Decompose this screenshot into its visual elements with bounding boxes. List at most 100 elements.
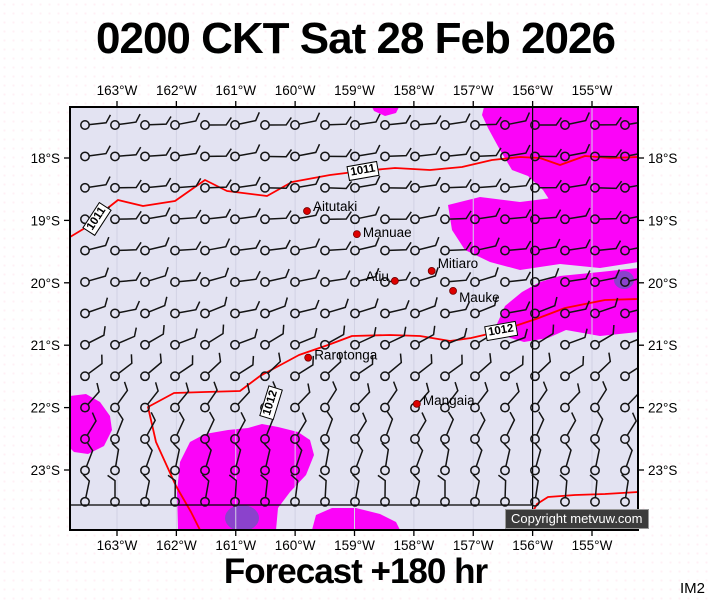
wind-barb bbox=[410, 412, 427, 444]
lat-label-right: 18°S bbox=[648, 151, 677, 166]
wind-barb bbox=[290, 112, 321, 130]
wind-barb-stem bbox=[269, 210, 292, 220]
wind-barb-stem bbox=[539, 179, 562, 189]
wind-barb-stem bbox=[89, 145, 111, 157]
lon-label-top: 160°W bbox=[275, 83, 316, 98]
wind-barb-stem bbox=[568, 300, 590, 314]
wind-barb-stem bbox=[596, 381, 608, 405]
wind-barb-stem bbox=[296, 412, 307, 436]
wind-barb bbox=[80, 442, 94, 476]
wind-barb bbox=[110, 354, 133, 382]
wind-barb-stem bbox=[388, 326, 407, 344]
lat-label-left: 23°S bbox=[31, 463, 60, 478]
wind-barb-circle bbox=[290, 434, 300, 444]
wind-barb-stem bbox=[448, 113, 471, 126]
copyright-badge: Copyright metvuw.com bbox=[505, 509, 649, 529]
wind-barb bbox=[590, 210, 622, 225]
wind-barb-circle bbox=[470, 120, 480, 130]
wind-barb-stem bbox=[389, 211, 412, 220]
wind-barb-circle bbox=[560, 465, 570, 476]
wind-barb-stem bbox=[475, 442, 483, 467]
wind-barb-circle bbox=[140, 339, 150, 350]
wind-barb-circle bbox=[140, 496, 150, 507]
wind-barb-circle bbox=[170, 308, 180, 319]
wind-barb-circle bbox=[530, 308, 540, 319]
wind-barb bbox=[470, 237, 500, 256]
wind-barb bbox=[500, 411, 516, 444]
wind-barb-circle bbox=[530, 465, 540, 476]
wind-barb-stem bbox=[176, 411, 185, 436]
wind-barb-circle bbox=[530, 371, 540, 382]
wind-barb-stem bbox=[239, 208, 261, 220]
wind-barb-stem bbox=[448, 327, 468, 344]
wind-barb-circle bbox=[470, 496, 480, 507]
lon-label-bottom: 162°W bbox=[156, 538, 197, 553]
lon-label-top: 157°W bbox=[453, 83, 494, 98]
wind-barb bbox=[590, 442, 601, 476]
wind-barb-circle bbox=[200, 339, 210, 350]
wind-barb-stem bbox=[598, 269, 621, 282]
wind-barb-stem bbox=[238, 328, 258, 345]
wind-barb-circle bbox=[560, 151, 570, 162]
wind-barb-circle bbox=[410, 151, 420, 162]
wind-barb bbox=[470, 353, 492, 382]
lon-label-top: 163°W bbox=[97, 83, 138, 98]
wind-barb bbox=[377, 474, 390, 507]
wind-barb bbox=[590, 352, 612, 382]
wind-barb bbox=[110, 442, 120, 476]
wind-barb-stem bbox=[509, 209, 532, 220]
lat-label-right: 20°S bbox=[648, 276, 677, 291]
wind-barb-circle bbox=[470, 434, 480, 444]
wind-barb-stem bbox=[559, 474, 568, 498]
wind-barb-circle bbox=[260, 214, 270, 225]
wind-barb bbox=[170, 355, 194, 382]
wind-barb-stem bbox=[537, 352, 552, 374]
wind-barb-stem bbox=[178, 301, 201, 314]
wind-barb-stem bbox=[298, 269, 321, 282]
wind-barb-stem bbox=[508, 144, 531, 157]
wind-barb-circle bbox=[110, 245, 120, 256]
wind-barb-stem bbox=[298, 143, 321, 157]
wind-barb-stem bbox=[507, 382, 520, 405]
wind-barb bbox=[440, 178, 472, 193]
wind-barb-circle bbox=[170, 465, 180, 476]
lon-label-bottom: 155°W bbox=[572, 538, 613, 553]
wind-barb-stem bbox=[201, 474, 210, 498]
wind-barb-stem bbox=[628, 278, 638, 282]
wind-barb-stem bbox=[478, 296, 498, 313]
wind-barb-circle bbox=[380, 277, 390, 287]
wind-barb-circle bbox=[380, 402, 390, 413]
wind-barb-circle bbox=[470, 182, 480, 193]
wind-barb bbox=[230, 442, 242, 476]
wind-barb bbox=[110, 300, 141, 319]
wind-barb-circle bbox=[560, 277, 570, 287]
wind-barb-circle bbox=[410, 277, 420, 287]
wind-barb-stem bbox=[148, 266, 169, 282]
wind-barb-stem bbox=[290, 474, 299, 498]
wind-barb-circle bbox=[290, 245, 300, 256]
wind-barb-stem bbox=[479, 116, 502, 126]
wind-barb-stem bbox=[236, 411, 246, 436]
wind-barb bbox=[110, 113, 141, 130]
wind-barb bbox=[530, 296, 558, 319]
wind-barb bbox=[410, 473, 421, 507]
wind-barb bbox=[320, 411, 334, 444]
wind-barb-circle bbox=[320, 182, 330, 193]
wind-barb-stem bbox=[179, 178, 202, 189]
wind-barb-stem bbox=[625, 442, 633, 467]
wind-barb-stem bbox=[298, 328, 318, 344]
wind-barb bbox=[320, 298, 349, 319]
wind-barb-stem bbox=[328, 270, 351, 283]
wind-barb bbox=[260, 474, 270, 507]
wind-barb-circle bbox=[110, 339, 120, 350]
wind-barb bbox=[318, 474, 330, 507]
wind-barb bbox=[290, 355, 315, 382]
wind-barb-stem bbox=[419, 115, 442, 126]
wind-barb bbox=[170, 328, 198, 350]
wind-barb bbox=[560, 207, 591, 225]
wind-barb bbox=[290, 206, 321, 225]
wind-barb-circle bbox=[80, 465, 90, 476]
wind-barb-stem bbox=[269, 180, 293, 189]
lat-label-left: 22°S bbox=[31, 401, 60, 416]
